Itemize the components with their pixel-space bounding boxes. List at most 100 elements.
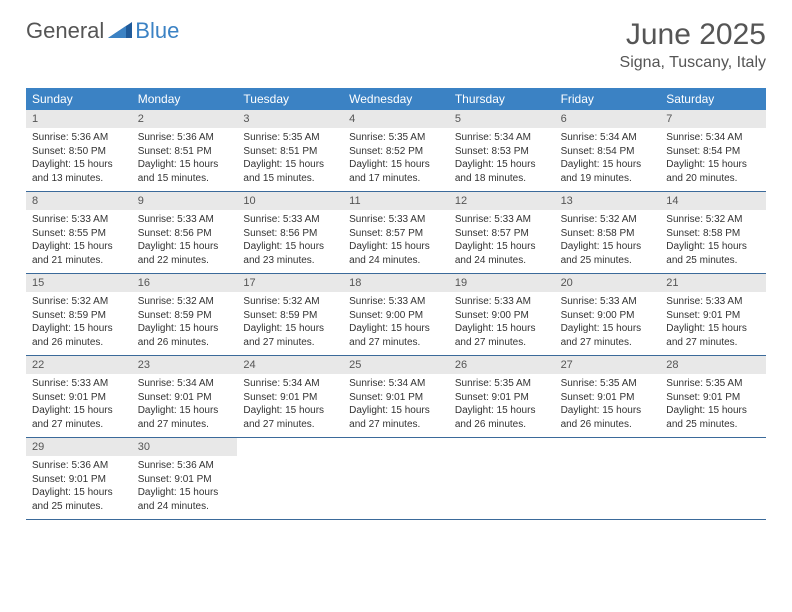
- sunrise-text: Sunrise: 5:32 AM: [138, 295, 232, 309]
- day-number: 24: [237, 356, 343, 374]
- day-body: Sunrise: 5:34 AMSunset: 9:01 PMDaylight:…: [132, 374, 238, 437]
- sunset-text: Sunset: 9:00 PM: [455, 309, 549, 323]
- weekday-header: Tuesday: [237, 88, 343, 110]
- daylight-text: Daylight: 15 hours and 27 minutes.: [32, 404, 126, 431]
- day-number: 23: [132, 356, 238, 374]
- day-number: 30: [132, 438, 238, 456]
- weekday-header: Sunday: [26, 88, 132, 110]
- sunrise-text: Sunrise: 5:36 AM: [32, 131, 126, 145]
- sunrise-text: Sunrise: 5:35 AM: [561, 377, 655, 391]
- day-cell: 20Sunrise: 5:33 AMSunset: 9:00 PMDayligh…: [555, 274, 661, 355]
- day-number: 6: [555, 110, 661, 128]
- day-number: 19: [449, 274, 555, 292]
- sunset-text: Sunset: 9:00 PM: [561, 309, 655, 323]
- sunset-text: Sunset: 8:57 PM: [349, 227, 443, 241]
- day-body: Sunrise: 5:32 AMSunset: 8:59 PMDaylight:…: [26, 292, 132, 355]
- sunset-text: Sunset: 9:01 PM: [138, 473, 232, 487]
- daylight-text: Daylight: 15 hours and 27 minutes.: [561, 322, 655, 349]
- sunset-text: Sunset: 8:53 PM: [455, 145, 549, 159]
- sunrise-text: Sunrise: 5:34 AM: [138, 377, 232, 391]
- sunrise-text: Sunrise: 5:36 AM: [138, 459, 232, 473]
- day-cell: 3Sunrise: 5:35 AMSunset: 8:51 PMDaylight…: [237, 110, 343, 191]
- daylight-text: Daylight: 15 hours and 15 minutes.: [138, 158, 232, 185]
- day-body: Sunrise: 5:33 AMSunset: 9:00 PMDaylight:…: [343, 292, 449, 355]
- sunset-text: Sunset: 8:52 PM: [349, 145, 443, 159]
- day-cell: 8Sunrise: 5:33 AMSunset: 8:55 PMDaylight…: [26, 192, 132, 273]
- week-row: 8Sunrise: 5:33 AMSunset: 8:55 PMDaylight…: [26, 192, 766, 274]
- sunrise-text: Sunrise: 5:33 AM: [32, 213, 126, 227]
- sunrise-text: Sunrise: 5:35 AM: [666, 377, 760, 391]
- sunrise-text: Sunrise: 5:33 AM: [455, 213, 549, 227]
- daylight-text: Daylight: 15 hours and 27 minutes.: [243, 404, 337, 431]
- day-cell: 16Sunrise: 5:32 AMSunset: 8:59 PMDayligh…: [132, 274, 238, 355]
- day-number: 9: [132, 192, 238, 210]
- day-body: Sunrise: 5:33 AMSunset: 8:55 PMDaylight:…: [26, 210, 132, 273]
- day-body: Sunrise: 5:34 AMSunset: 8:53 PMDaylight:…: [449, 128, 555, 191]
- sunrise-text: Sunrise: 5:35 AM: [455, 377, 549, 391]
- daylight-text: Daylight: 15 hours and 26 minutes.: [455, 404, 549, 431]
- day-body: Sunrise: 5:32 AMSunset: 8:59 PMDaylight:…: [237, 292, 343, 355]
- sunrise-text: Sunrise: 5:35 AM: [243, 131, 337, 145]
- day-number: 12: [449, 192, 555, 210]
- weekday-header: Monday: [132, 88, 238, 110]
- day-number: 28: [660, 356, 766, 374]
- sunrise-text: Sunrise: 5:33 AM: [32, 377, 126, 391]
- sunset-text: Sunset: 8:59 PM: [32, 309, 126, 323]
- day-number: 10: [237, 192, 343, 210]
- day-number: [449, 438, 555, 456]
- day-cell: 24Sunrise: 5:34 AMSunset: 9:01 PMDayligh…: [237, 356, 343, 437]
- day-number: 13: [555, 192, 661, 210]
- sunset-text: Sunset: 9:00 PM: [349, 309, 443, 323]
- sunset-text: Sunset: 9:01 PM: [243, 391, 337, 405]
- day-body: Sunrise: 5:32 AMSunset: 8:59 PMDaylight:…: [132, 292, 238, 355]
- sunrise-text: Sunrise: 5:36 AM: [32, 459, 126, 473]
- daylight-text: Daylight: 15 hours and 20 minutes.: [666, 158, 760, 185]
- sunrise-text: Sunrise: 5:32 AM: [561, 213, 655, 227]
- sunset-text: Sunset: 8:57 PM: [455, 227, 549, 241]
- week-row: 1Sunrise: 5:36 AMSunset: 8:50 PMDaylight…: [26, 110, 766, 192]
- sunset-text: Sunset: 9:01 PM: [32, 391, 126, 405]
- day-cell: 15Sunrise: 5:32 AMSunset: 8:59 PMDayligh…: [26, 274, 132, 355]
- day-body: Sunrise: 5:35 AMSunset: 9:01 PMDaylight:…: [660, 374, 766, 437]
- day-body: Sunrise: 5:33 AMSunset: 8:56 PMDaylight:…: [237, 210, 343, 273]
- day-body: Sunrise: 5:35 AMSunset: 8:52 PMDaylight:…: [343, 128, 449, 191]
- header: General Blue June 2025 Signa, Tuscany, I…: [0, 0, 792, 80]
- sunset-text: Sunset: 8:50 PM: [32, 145, 126, 159]
- day-cell: [555, 438, 661, 519]
- day-cell: 1Sunrise: 5:36 AMSunset: 8:50 PMDaylight…: [26, 110, 132, 191]
- sunrise-text: Sunrise: 5:33 AM: [455, 295, 549, 309]
- day-number: 29: [26, 438, 132, 456]
- day-cell: 22Sunrise: 5:33 AMSunset: 9:01 PMDayligh…: [26, 356, 132, 437]
- day-body: Sunrise: 5:34 AMSunset: 9:01 PMDaylight:…: [343, 374, 449, 437]
- day-cell: [343, 438, 449, 519]
- sunset-text: Sunset: 8:59 PM: [243, 309, 337, 323]
- weekday-header: Wednesday: [343, 88, 449, 110]
- day-body: Sunrise: 5:34 AMSunset: 8:54 PMDaylight:…: [660, 128, 766, 191]
- daylight-text: Daylight: 15 hours and 24 minutes.: [138, 486, 232, 513]
- day-cell: 21Sunrise: 5:33 AMSunset: 9:01 PMDayligh…: [660, 274, 766, 355]
- day-body: Sunrise: 5:33 AMSunset: 9:00 PMDaylight:…: [449, 292, 555, 355]
- day-cell: 12 Sunrise: 5:33 AMSunset: 8:57 PMDayligh…: [449, 192, 555, 273]
- day-cell: 23Sunrise: 5:34 AMSunset: 9:01 PMDayligh…: [132, 356, 238, 437]
- daylight-text: Daylight: 15 hours and 23 minutes.: [243, 240, 337, 267]
- sunset-text: Sunset: 8:51 PM: [243, 145, 337, 159]
- daylight-text: Daylight: 15 hours and 24 minutes.: [455, 240, 549, 267]
- day-body: Sunrise: 5:33 AMSunset: 9:01 PMDaylight:…: [26, 374, 132, 437]
- sunrise-text: Sunrise: 5:32 AM: [32, 295, 126, 309]
- day-number: 4: [343, 110, 449, 128]
- day-number: 17: [237, 274, 343, 292]
- sunrise-text: Sunrise: 5:34 AM: [455, 131, 549, 145]
- daylight-text: Daylight: 15 hours and 27 minutes.: [243, 322, 337, 349]
- week-row: 15Sunrise: 5:32 AMSunset: 8:59 PMDayligh…: [26, 274, 766, 356]
- sunset-text: Sunset: 8:59 PM: [138, 309, 232, 323]
- day-cell: 10Sunrise: 5:33 AMSunset: 8:56 PMDayligh…: [237, 192, 343, 273]
- day-body: Sunrise: 5:36 AMSunset: 9:01 PMDaylight:…: [132, 456, 238, 519]
- daylight-text: Daylight: 15 hours and 22 minutes.: [138, 240, 232, 267]
- daylight-text: Daylight: 15 hours and 26 minutes.: [138, 322, 232, 349]
- day-number: 20: [555, 274, 661, 292]
- day-cell: 17Sunrise: 5:32 AMSunset: 8:59 PMDayligh…: [237, 274, 343, 355]
- weekday-header: Friday: [555, 88, 661, 110]
- daylight-text: Daylight: 15 hours and 27 minutes.: [455, 322, 549, 349]
- day-number: 27: [555, 356, 661, 374]
- day-body: Sunrise: 5:35 AMSunset: 9:01 PMDaylight:…: [555, 374, 661, 437]
